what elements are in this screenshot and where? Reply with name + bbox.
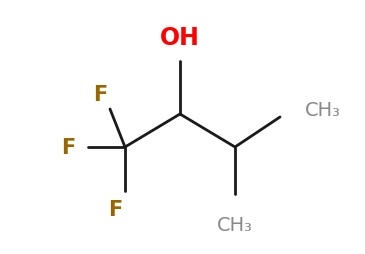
Text: F: F [108,199,122,219]
Text: CH₃: CH₃ [217,215,253,234]
Text: F: F [93,85,107,105]
Text: OH: OH [160,26,200,50]
Text: CH₃: CH₃ [305,100,341,119]
Text: F: F [61,137,75,157]
